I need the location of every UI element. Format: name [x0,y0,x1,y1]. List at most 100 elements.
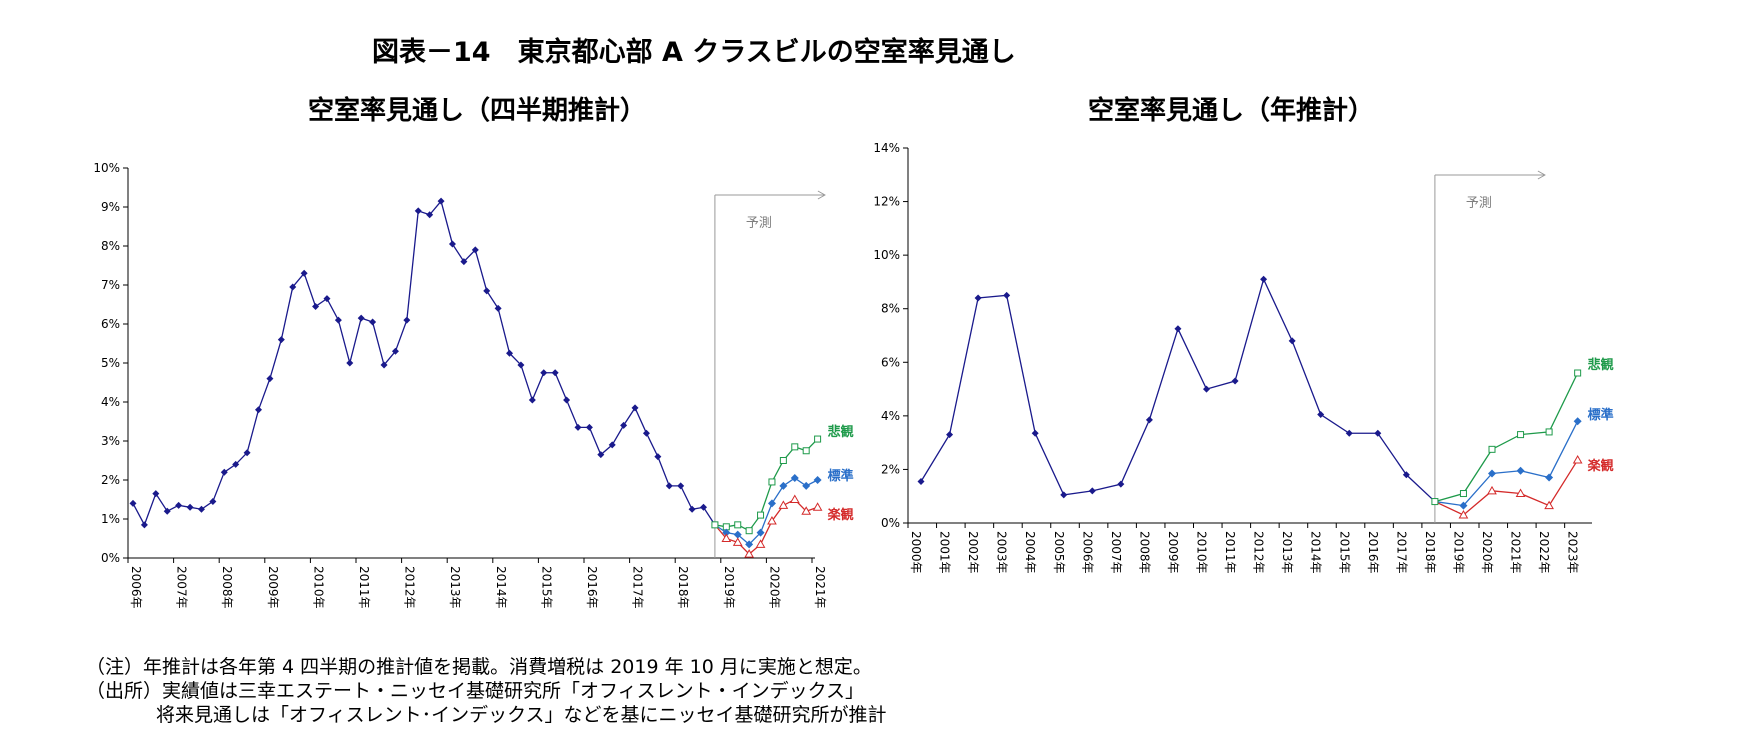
data-point-actual [140,521,148,529]
x-tick-label: 2008年 [1137,531,1151,574]
data-point-actual [494,304,502,312]
data-point-actual [917,477,925,485]
series-label-optimistic: 楽観 [827,507,854,523]
y-tick-label: 10% [873,248,900,262]
y-tick-label: 4% [101,395,120,409]
series-line-actual [132,199,716,527]
data-point-actual [186,503,194,511]
series-label-optimistic: 楽観 [1587,458,1614,474]
data-point-optimistic [767,515,777,525]
data-point-actual [357,314,365,322]
y-tick-label: 10% [93,161,120,175]
data-point-optimistic [1487,485,1497,495]
series-line-optimistic [1434,459,1579,516]
data-point-actual [437,197,445,205]
x-tick-label: 2017年 [631,566,645,609]
figure-title: 図表－14 東京都心部 A クラスビルの空室率見通し [372,37,1016,68]
x-tick-label: 2020年 [1480,531,1494,574]
x-tick-label: 2009年 [1166,531,1180,574]
x-tick-label: 2023年 [1566,531,1580,574]
x-tick-label: 2003年 [995,531,1009,574]
x-tick-label: 2022年 [1537,531,1551,574]
x-tick-label: 2000年 [909,531,923,574]
data-point-standard [767,499,776,508]
data-point-optimistic [1572,455,1583,464]
x-tick-label: 2018年 [676,566,690,609]
data-point-standard [733,530,742,539]
x-tick-label: 2016年 [585,566,599,609]
data-point-pessimistic [779,457,787,464]
data-point-pessimistic [768,478,776,486]
data-point-pessimistic [802,447,810,455]
data-point-standard [1459,501,1468,510]
data-point-actual [483,287,491,295]
data-point-standard [745,540,754,549]
data-point-actual [334,316,342,324]
data-point-actual [563,396,571,404]
x-tick-label: 2011年 [357,566,371,609]
quarterly-chart-title: 空室率見通し（四半期推計） [308,96,647,126]
y-tick-label: 4% [881,409,900,423]
data-point-standard [813,476,822,484]
y-tick-label: 3% [101,434,120,448]
data-point-actual [1203,385,1210,393]
x-tick-label: 2007年 [1109,531,1123,574]
y-tick-label: 0% [881,516,900,530]
y-tick-label: 5% [101,356,120,370]
series-label-standard: 標準 [828,468,854,484]
data-point-actual [1402,471,1410,479]
data-point-actual [574,423,582,431]
data-point-actual [585,423,593,431]
data-point-optimistic [789,494,800,503]
x-tick-label: 2005年 [1052,531,1066,574]
note-line-3: 将来見通しは「オフィスレント･インデックス」などを基にニッセイ基礎研究所が推計 [156,704,887,726]
data-point-actual [946,431,954,439]
data-point-actual [665,482,673,490]
data-point-pessimistic [791,443,799,451]
x-tick-label: 2008年 [220,566,234,609]
x-tick-label: 2021年 [813,566,827,609]
footnotes: （注）年推計は各年第 4 四半期の推計値を掲載。消費増税は 2019 年 10 … [86,655,887,727]
series-label-pessimistic: 悲観 [1588,357,1614,373]
x-tick-label: 2010年 [1195,531,1209,574]
data-point-actual [1117,480,1125,488]
data-point-actual [608,441,616,449]
data-point-optimistic [721,533,732,542]
data-point-actual [460,258,468,266]
data-point-standard [1488,469,1496,478]
data-point-actual [1003,291,1011,299]
x-tick-label: 2015年 [539,566,553,609]
data-point-actual [220,468,228,476]
x-tick-label: 2013年 [1280,531,1294,574]
x-tick-label: 2021年 [1509,531,1523,574]
data-point-actual [1031,429,1039,437]
data-point-actual [391,347,399,355]
data-point-actual [1088,487,1096,495]
data-point-pessimistic [745,527,753,535]
data-point-standard [802,481,811,490]
data-point-actual [1174,325,1182,333]
y-tick-label: 6% [881,355,900,369]
x-tick-label: 2009年 [266,566,280,609]
x-tick-label: 2006年 [1080,531,1094,574]
data-point-actual [414,207,422,215]
quarterly-chart: 0% 1% 2% 3% 4% 5% 6% 7% 8% 9% 10% 2006年 2007年 2008年 20… [93,161,854,609]
data-point-optimistic [755,539,766,548]
data-point-actual [266,375,274,383]
data-point-actual [255,406,263,414]
y-tick-label: 1% [101,512,120,526]
forecast-label: 予測 [746,216,772,231]
data-point-optimistic [1544,500,1554,510]
y-tick-label: 9% [101,200,120,214]
x-tick-label: 2016年 [1366,531,1380,574]
data-point-optimistic [744,549,755,558]
data-point-pessimistic [1517,431,1525,439]
data-point-actual [1231,377,1239,385]
note-line-1: （注）年推計は各年第 4 四半期の推計値を掲載。消費増税は 2019 年 10 … [86,656,872,678]
data-point-optimistic [812,502,823,511]
y-tick-label: 2% [101,473,120,487]
x-tick-label: 2006年 [129,566,143,609]
data-point-pessimistic [1459,490,1467,498]
data-point-actual [346,359,354,367]
data-point-actual [197,505,205,513]
